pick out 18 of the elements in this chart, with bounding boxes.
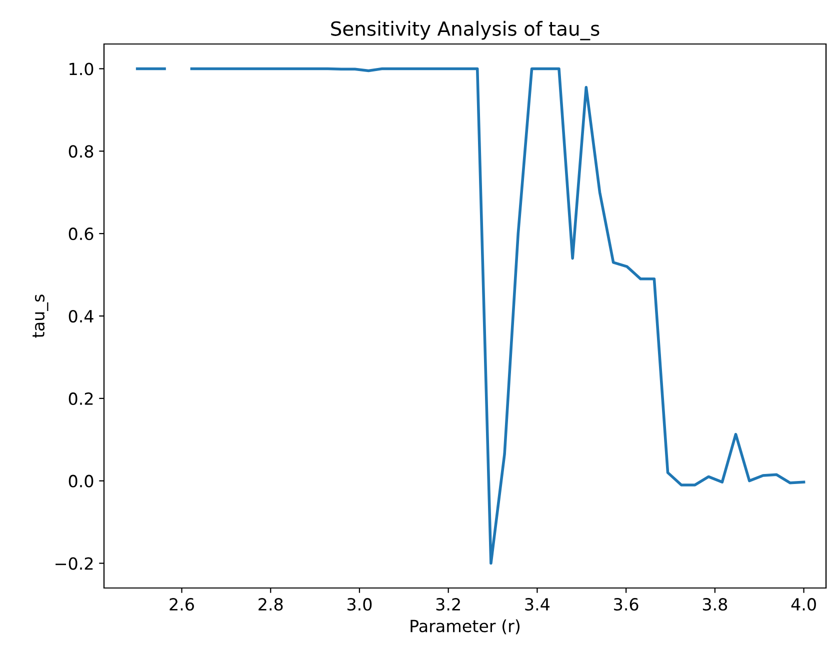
y-tick-label: 0.8 xyxy=(68,145,94,158)
x-tick-label: 2.6 xyxy=(170,598,194,611)
x-tick-label: 3.6 xyxy=(614,598,638,611)
y-tick-label: 0.6 xyxy=(68,228,94,240)
y-tick-label: −0.2 xyxy=(56,557,93,570)
x-tick-label: 4.0 xyxy=(791,598,816,611)
x-tick-label: 3.8 xyxy=(702,598,728,611)
x-tick-label: 3.4 xyxy=(525,598,550,611)
chart-title: Sensitivity Analysis of tau_s xyxy=(331,20,600,40)
x-axis-title: Parameter (r) xyxy=(410,619,520,634)
x-tick-label: 3.0 xyxy=(347,598,372,611)
y-tick-label: 1.0 xyxy=(70,62,94,76)
y-tick-label: 0.4 xyxy=(68,310,94,323)
x-tick-label: 2.8 xyxy=(258,598,283,611)
x-tick-label: 3.2 xyxy=(436,598,460,611)
y-tick-label: 0.0 xyxy=(68,474,94,488)
y-axis-title: tau_s xyxy=(32,294,48,338)
y-tick-label: 0.2 xyxy=(68,392,93,405)
